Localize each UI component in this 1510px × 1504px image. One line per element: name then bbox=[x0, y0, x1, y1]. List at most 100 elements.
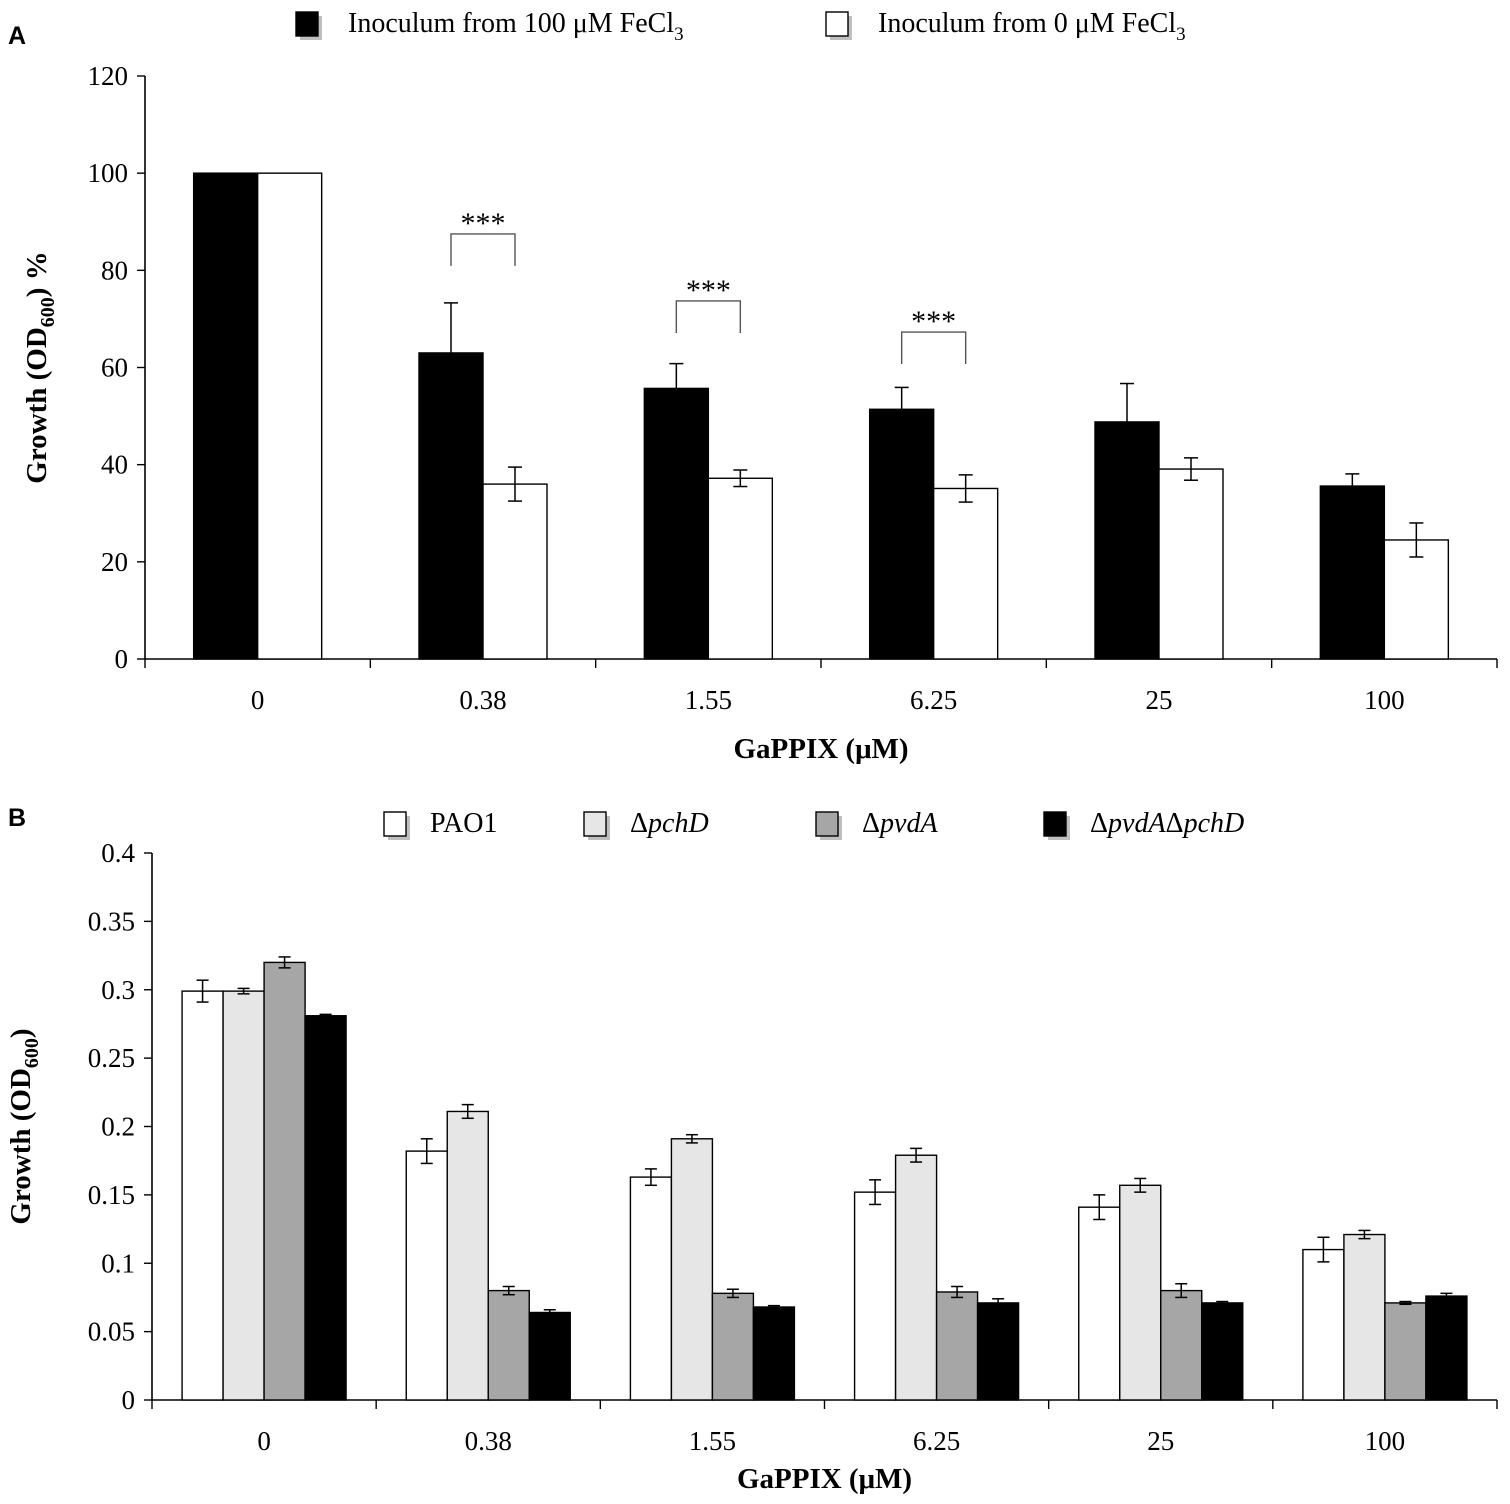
bar bbox=[192, 172, 259, 660]
bar bbox=[1201, 1302, 1244, 1401]
error-bar bbox=[685, 1133, 698, 1144]
bar bbox=[711, 1292, 755, 1401]
bar bbox=[482, 483, 548, 660]
bar bbox=[446, 1110, 489, 1401]
panel-letter-a: A bbox=[8, 22, 26, 50]
bar bbox=[1160, 1289, 1203, 1401]
error-bar bbox=[726, 1288, 739, 1299]
bar bbox=[932, 487, 999, 660]
x-tick-label: 1.55 bbox=[685, 685, 732, 715]
y-tick-label: 0.4 bbox=[101, 838, 135, 868]
x-axis-title: GaPPIX (μM) bbox=[737, 1463, 912, 1495]
bar bbox=[1158, 468, 1224, 660]
bar bbox=[263, 961, 306, 1401]
y-axis-title: Growth (OD600) bbox=[5, 1028, 43, 1224]
legend-swatch bbox=[1043, 811, 1067, 837]
y-tick-label: 80 bbox=[101, 255, 128, 285]
y-tick-label: 0.3 bbox=[101, 975, 135, 1005]
error-bar bbox=[1093, 1194, 1106, 1221]
bar bbox=[1383, 539, 1450, 660]
error-bar bbox=[1120, 382, 1134, 422]
legend-label: ΔpchD bbox=[630, 808, 709, 839]
error-bar bbox=[1175, 1283, 1188, 1299]
error-bar bbox=[1399, 1300, 1412, 1306]
bar bbox=[868, 408, 935, 660]
bar bbox=[1094, 421, 1160, 660]
error-bar bbox=[461, 1103, 474, 1120]
x-tick-label: 0 bbox=[257, 1426, 271, 1456]
x-tick-label: 100 bbox=[1365, 1426, 1406, 1456]
error-bar bbox=[502, 1285, 515, 1296]
panel-a-chart: 0 20 40 60 80 100 120 0 0.38 1.55 6.25 25 100 *** *** *… bbox=[21, 8, 1498, 765]
bar bbox=[707, 477, 774, 660]
y-tick-label: 0.25 bbox=[88, 1043, 135, 1073]
x-tick-label: 100 bbox=[1364, 685, 1405, 715]
x-axis-title: GaPPIX (μM) bbox=[733, 733, 908, 765]
x-tick-label: 1.55 bbox=[689, 1426, 736, 1456]
legend-swatch bbox=[583, 811, 607, 837]
significance-label: *** bbox=[461, 207, 506, 240]
error-bar bbox=[951, 1285, 964, 1299]
y-tick-label: 0 bbox=[115, 644, 129, 674]
bar bbox=[304, 1015, 347, 1401]
error-bar bbox=[420, 1138, 433, 1165]
y-tick-label: 40 bbox=[101, 450, 128, 480]
significance-bracket bbox=[675, 300, 742, 333]
error-bar bbox=[278, 956, 291, 969]
legend-swatch bbox=[815, 811, 839, 837]
legend-label: Inoculum from 100 μM FeCl3 bbox=[348, 8, 684, 45]
x-tick-label: 0.38 bbox=[459, 685, 506, 715]
bar bbox=[853, 1191, 897, 1401]
error-bar bbox=[1216, 1300, 1229, 1303]
bar bbox=[1119, 1184, 1162, 1401]
x-tick-label: 25 bbox=[1147, 1426, 1174, 1456]
error-bar bbox=[319, 1013, 332, 1016]
y-tick-label: 0.1 bbox=[101, 1248, 135, 1278]
y-tick-label: 0.15 bbox=[88, 1180, 135, 1210]
legend-swatch bbox=[383, 811, 407, 837]
y-tick-label: 0.05 bbox=[88, 1317, 135, 1347]
error-bar bbox=[1409, 522, 1424, 558]
error-bar bbox=[1184, 457, 1198, 481]
error-bar bbox=[733, 469, 748, 488]
error-bar bbox=[992, 1298, 1005, 1303]
bar bbox=[643, 387, 710, 660]
significance-label: *** bbox=[911, 305, 956, 338]
error-bar bbox=[1134, 1177, 1147, 1193]
y-tick-label: 100 bbox=[88, 158, 129, 188]
bar bbox=[405, 1150, 448, 1401]
significance-label: *** bbox=[686, 274, 731, 307]
bar bbox=[976, 1302, 1020, 1401]
legend-label: ΔpvdA bbox=[862, 808, 938, 839]
bar bbox=[1302, 1248, 1345, 1401]
y-axis-title: Growth (OD600) % bbox=[21, 251, 59, 483]
bar bbox=[222, 990, 265, 1401]
bar bbox=[1078, 1206, 1121, 1401]
bar bbox=[752, 1306, 796, 1401]
legend-label: PAO1 bbox=[430, 808, 497, 839]
y-tick-label: 0.2 bbox=[101, 1112, 135, 1142]
bar bbox=[487, 1289, 530, 1401]
y-tick-label: 0.35 bbox=[88, 906, 135, 936]
error-bar bbox=[894, 386, 909, 410]
x-tick-label: 6.25 bbox=[910, 685, 957, 715]
bar bbox=[1343, 1233, 1386, 1401]
significance-bracket bbox=[450, 233, 516, 266]
legend-label: Inoculum from 0 μM FeCl3 bbox=[878, 8, 1186, 45]
bar bbox=[418, 352, 484, 660]
x-tick-label: 25 bbox=[1146, 685, 1173, 715]
error-bar bbox=[644, 1168, 657, 1187]
bar bbox=[1384, 1302, 1427, 1401]
error-bar bbox=[444, 302, 458, 353]
legend-swatch bbox=[825, 11, 849, 37]
bar bbox=[256, 172, 323, 660]
error-bar bbox=[869, 1179, 882, 1206]
bar bbox=[935, 1291, 979, 1401]
error-bar bbox=[767, 1304, 780, 1308]
bar bbox=[629, 1176, 673, 1401]
error-bar bbox=[237, 987, 250, 995]
bar bbox=[528, 1311, 571, 1401]
y-tick-label: 120 bbox=[88, 61, 129, 91]
error-bar bbox=[669, 362, 684, 389]
